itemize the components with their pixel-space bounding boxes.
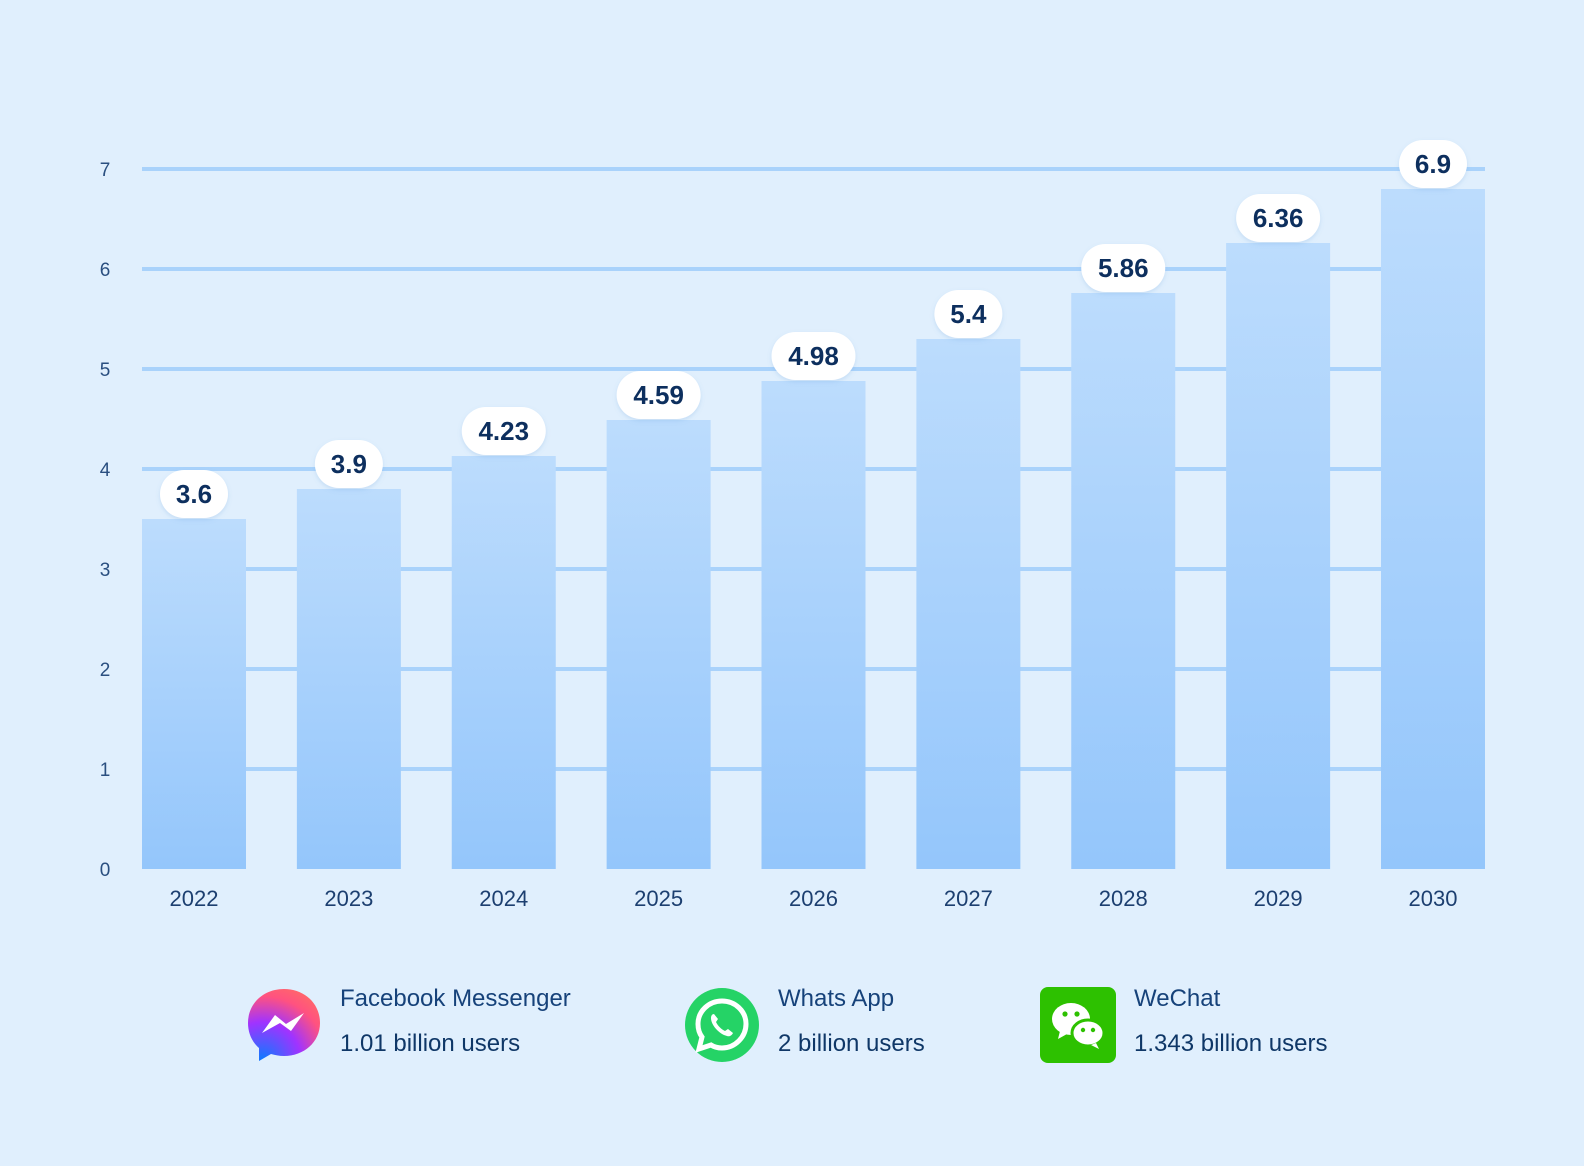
bars xyxy=(142,189,1485,869)
bar-chart: 0 1 2 3 4 5 6 7 3.6 3.9 4.23 4.59 4.98 5.4 5.86 6.36 6.… xyxy=(100,140,1485,911)
data-label: 3.9 xyxy=(314,440,383,488)
y-tick-label: 0 xyxy=(100,860,111,881)
svg-text:6.36: 6.36 xyxy=(1253,203,1304,233)
bar xyxy=(451,456,556,869)
data-label: 4.98 xyxy=(771,332,856,380)
y-tick-label: 2 xyxy=(100,660,111,681)
whatsapp-icon xyxy=(685,988,759,1062)
data-label: 5.4 xyxy=(934,290,1003,338)
bar xyxy=(1071,293,1176,869)
bar xyxy=(1381,189,1485,869)
messenger-icon xyxy=(248,989,320,1061)
x-tick-label: 2027 xyxy=(944,886,993,911)
data-label: 6.9 xyxy=(1399,140,1467,188)
x-tick-label: 2028 xyxy=(1099,886,1148,911)
x-tick-label: 2024 xyxy=(479,886,528,911)
x-tick-label: 2026 xyxy=(789,886,838,911)
y-tick-label: 4 xyxy=(100,460,111,481)
x-axis-ticks: 2022 2023 2024 2025 2026 2027 2028 2029 2030 xyxy=(170,886,1458,911)
y-tick-label: 3 xyxy=(100,560,111,581)
legend-name: WeChat xyxy=(1134,985,1221,1012)
svg-text:6.9: 6.9 xyxy=(1415,149,1451,179)
x-tick-label: 2023 xyxy=(324,886,373,911)
legend-value: 1.01 billion users xyxy=(340,1030,521,1057)
x-tick-label: 2029 xyxy=(1254,886,1303,911)
y-tick-label: 5 xyxy=(100,360,111,381)
svg-text:3.6: 3.6 xyxy=(176,479,212,509)
svg-text:4.23: 4.23 xyxy=(478,416,529,446)
x-tick-label: 2022 xyxy=(170,886,219,911)
bar xyxy=(296,489,401,869)
data-labels: 3.6 3.9 4.23 4.59 4.98 5.4 5.86 6.36 6.9 xyxy=(160,140,1467,518)
legend-value: 1.343 billion users xyxy=(1134,1030,1328,1057)
data-label: 4.59 xyxy=(616,371,701,419)
y-tick-label: 1 xyxy=(100,760,111,781)
legend-name: Facebook Messenger xyxy=(340,985,571,1012)
bar xyxy=(142,519,246,869)
bar xyxy=(761,381,866,869)
bar xyxy=(1226,243,1331,869)
data-label: 3.6 xyxy=(160,470,228,518)
svg-text:4.98: 4.98 xyxy=(788,341,839,371)
bar xyxy=(606,420,711,869)
svg-text:5.4: 5.4 xyxy=(950,299,987,329)
y-tick-label: 6 xyxy=(100,260,111,281)
data-label: 5.86 xyxy=(1081,244,1166,292)
svg-text:3.9: 3.9 xyxy=(331,449,367,479)
wechat-icon xyxy=(1040,987,1116,1063)
x-tick-label: 2030 xyxy=(1409,886,1458,911)
data-label: 6.36 xyxy=(1236,194,1321,242)
y-axis-ticks: 0 1 2 3 4 5 6 7 xyxy=(100,160,111,881)
y-tick-label: 7 xyxy=(100,160,111,181)
legend-value: 2 billion users xyxy=(778,1030,925,1057)
svg-text:5.86: 5.86 xyxy=(1098,253,1149,283)
data-label: 4.23 xyxy=(461,407,546,455)
x-tick-label: 2025 xyxy=(634,886,683,911)
bar xyxy=(916,339,1021,869)
legend-name: Whats App xyxy=(778,985,895,1012)
svg-text:4.59: 4.59 xyxy=(633,380,684,410)
